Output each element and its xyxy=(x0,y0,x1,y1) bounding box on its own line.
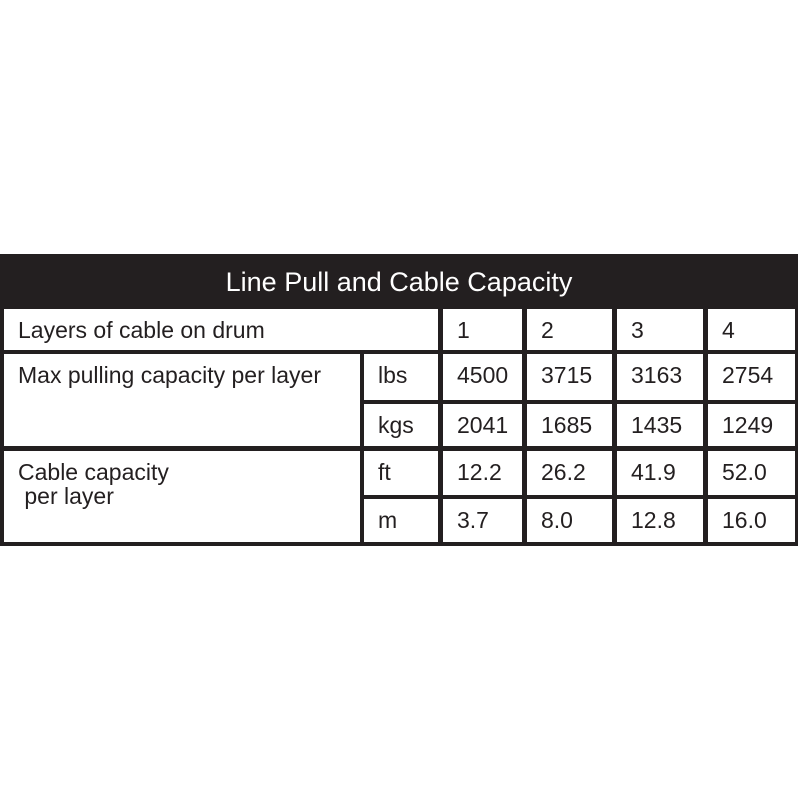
table-title: Line Pull and Cable Capacity xyxy=(225,267,573,297)
value-cell: 3715 xyxy=(527,354,612,400)
value-cell: 1435 xyxy=(617,404,703,446)
value-cell: 2754 xyxy=(708,354,795,400)
value-cell: 12.8 xyxy=(617,499,703,542)
value-cell: 16.0 xyxy=(708,499,795,542)
value-cell: 3163 xyxy=(617,354,703,400)
layer-header: 3 xyxy=(617,309,703,350)
value-cell: 2041 xyxy=(443,404,522,446)
value-cell: 1685 xyxy=(527,404,612,446)
layer-header: 4 xyxy=(708,309,795,350)
layer-header: 2 xyxy=(527,309,612,350)
group-label-pulling: Max pulling capacity per layer xyxy=(4,354,360,446)
header-label: Layers of cable on drum xyxy=(4,309,438,350)
value-cell: 52.0 xyxy=(708,451,795,495)
unit-cell: m xyxy=(364,499,438,542)
value-cell: 12.2 xyxy=(443,451,522,495)
value-cell: 41.9 xyxy=(617,451,703,495)
unit-cell: kgs xyxy=(364,404,438,446)
value-cell: 1249 xyxy=(708,404,795,446)
capacity-table: Line Pull and Cable Capacity Layers of c… xyxy=(0,254,798,546)
group-label-cable: Cable capacity per layer xyxy=(4,451,360,542)
value-cell: 8.0 xyxy=(527,499,612,542)
unit-cell: lbs xyxy=(364,354,438,400)
value-cell: 26.2 xyxy=(527,451,612,495)
value-cell: 3.7 xyxy=(443,499,522,542)
value-cell: 4500 xyxy=(443,354,522,400)
layer-header: 1 xyxy=(443,309,522,350)
unit-cell: ft xyxy=(364,451,438,495)
